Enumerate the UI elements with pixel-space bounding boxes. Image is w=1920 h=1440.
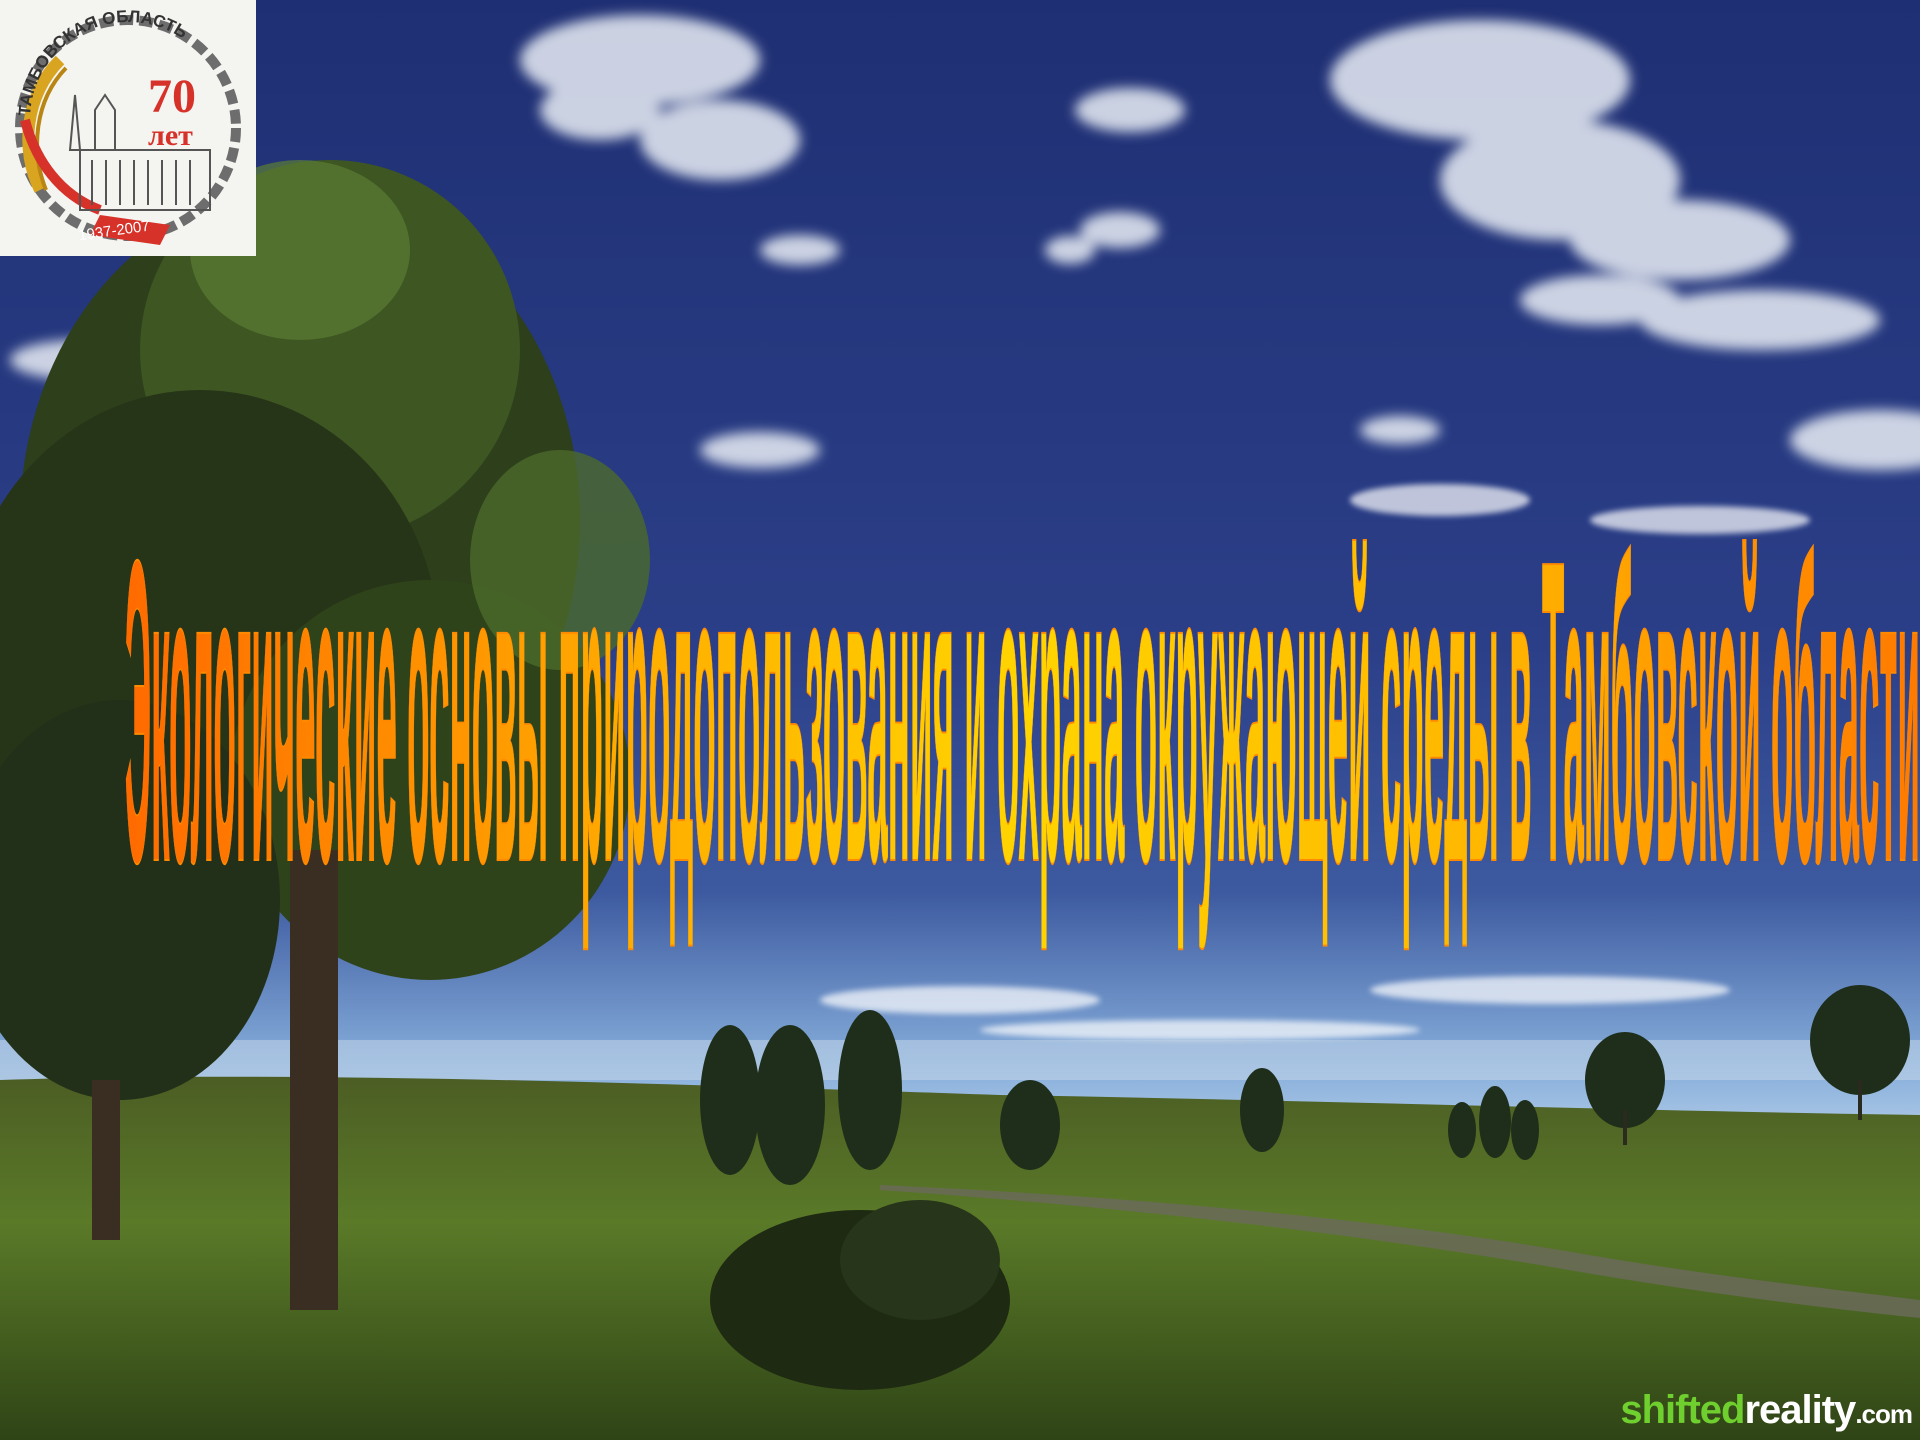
watermark-brand-part2: reality	[1744, 1388, 1856, 1432]
watermark-domain: .com	[1855, 1399, 1913, 1429]
slide-title-wordart: Экологические основы природопользования …	[125, 471, 1920, 955]
logo-anniversary-number: 70	[148, 70, 196, 123]
tambov-region-logo: 70 лет ТАМБОВСКАЯ ОБЛАСТЬ 1937-2007	[0, 0, 256, 256]
slide-title-text: Экологические основы природопользования …	[125, 472, 1920, 954]
logo-anniversary-word: лет	[148, 119, 193, 152]
slide-title: Экологические основы природопользования …	[125, 440, 1920, 1000]
watermark-brand-part1: shifted	[1620, 1388, 1745, 1432]
anniversary-emblem-icon: 70 лет ТАМБОВСКАЯ ОБЛАСТЬ 1937-2007	[15, 7, 241, 245]
watermark-logo: shiftedreality.com	[1620, 1388, 1913, 1432]
